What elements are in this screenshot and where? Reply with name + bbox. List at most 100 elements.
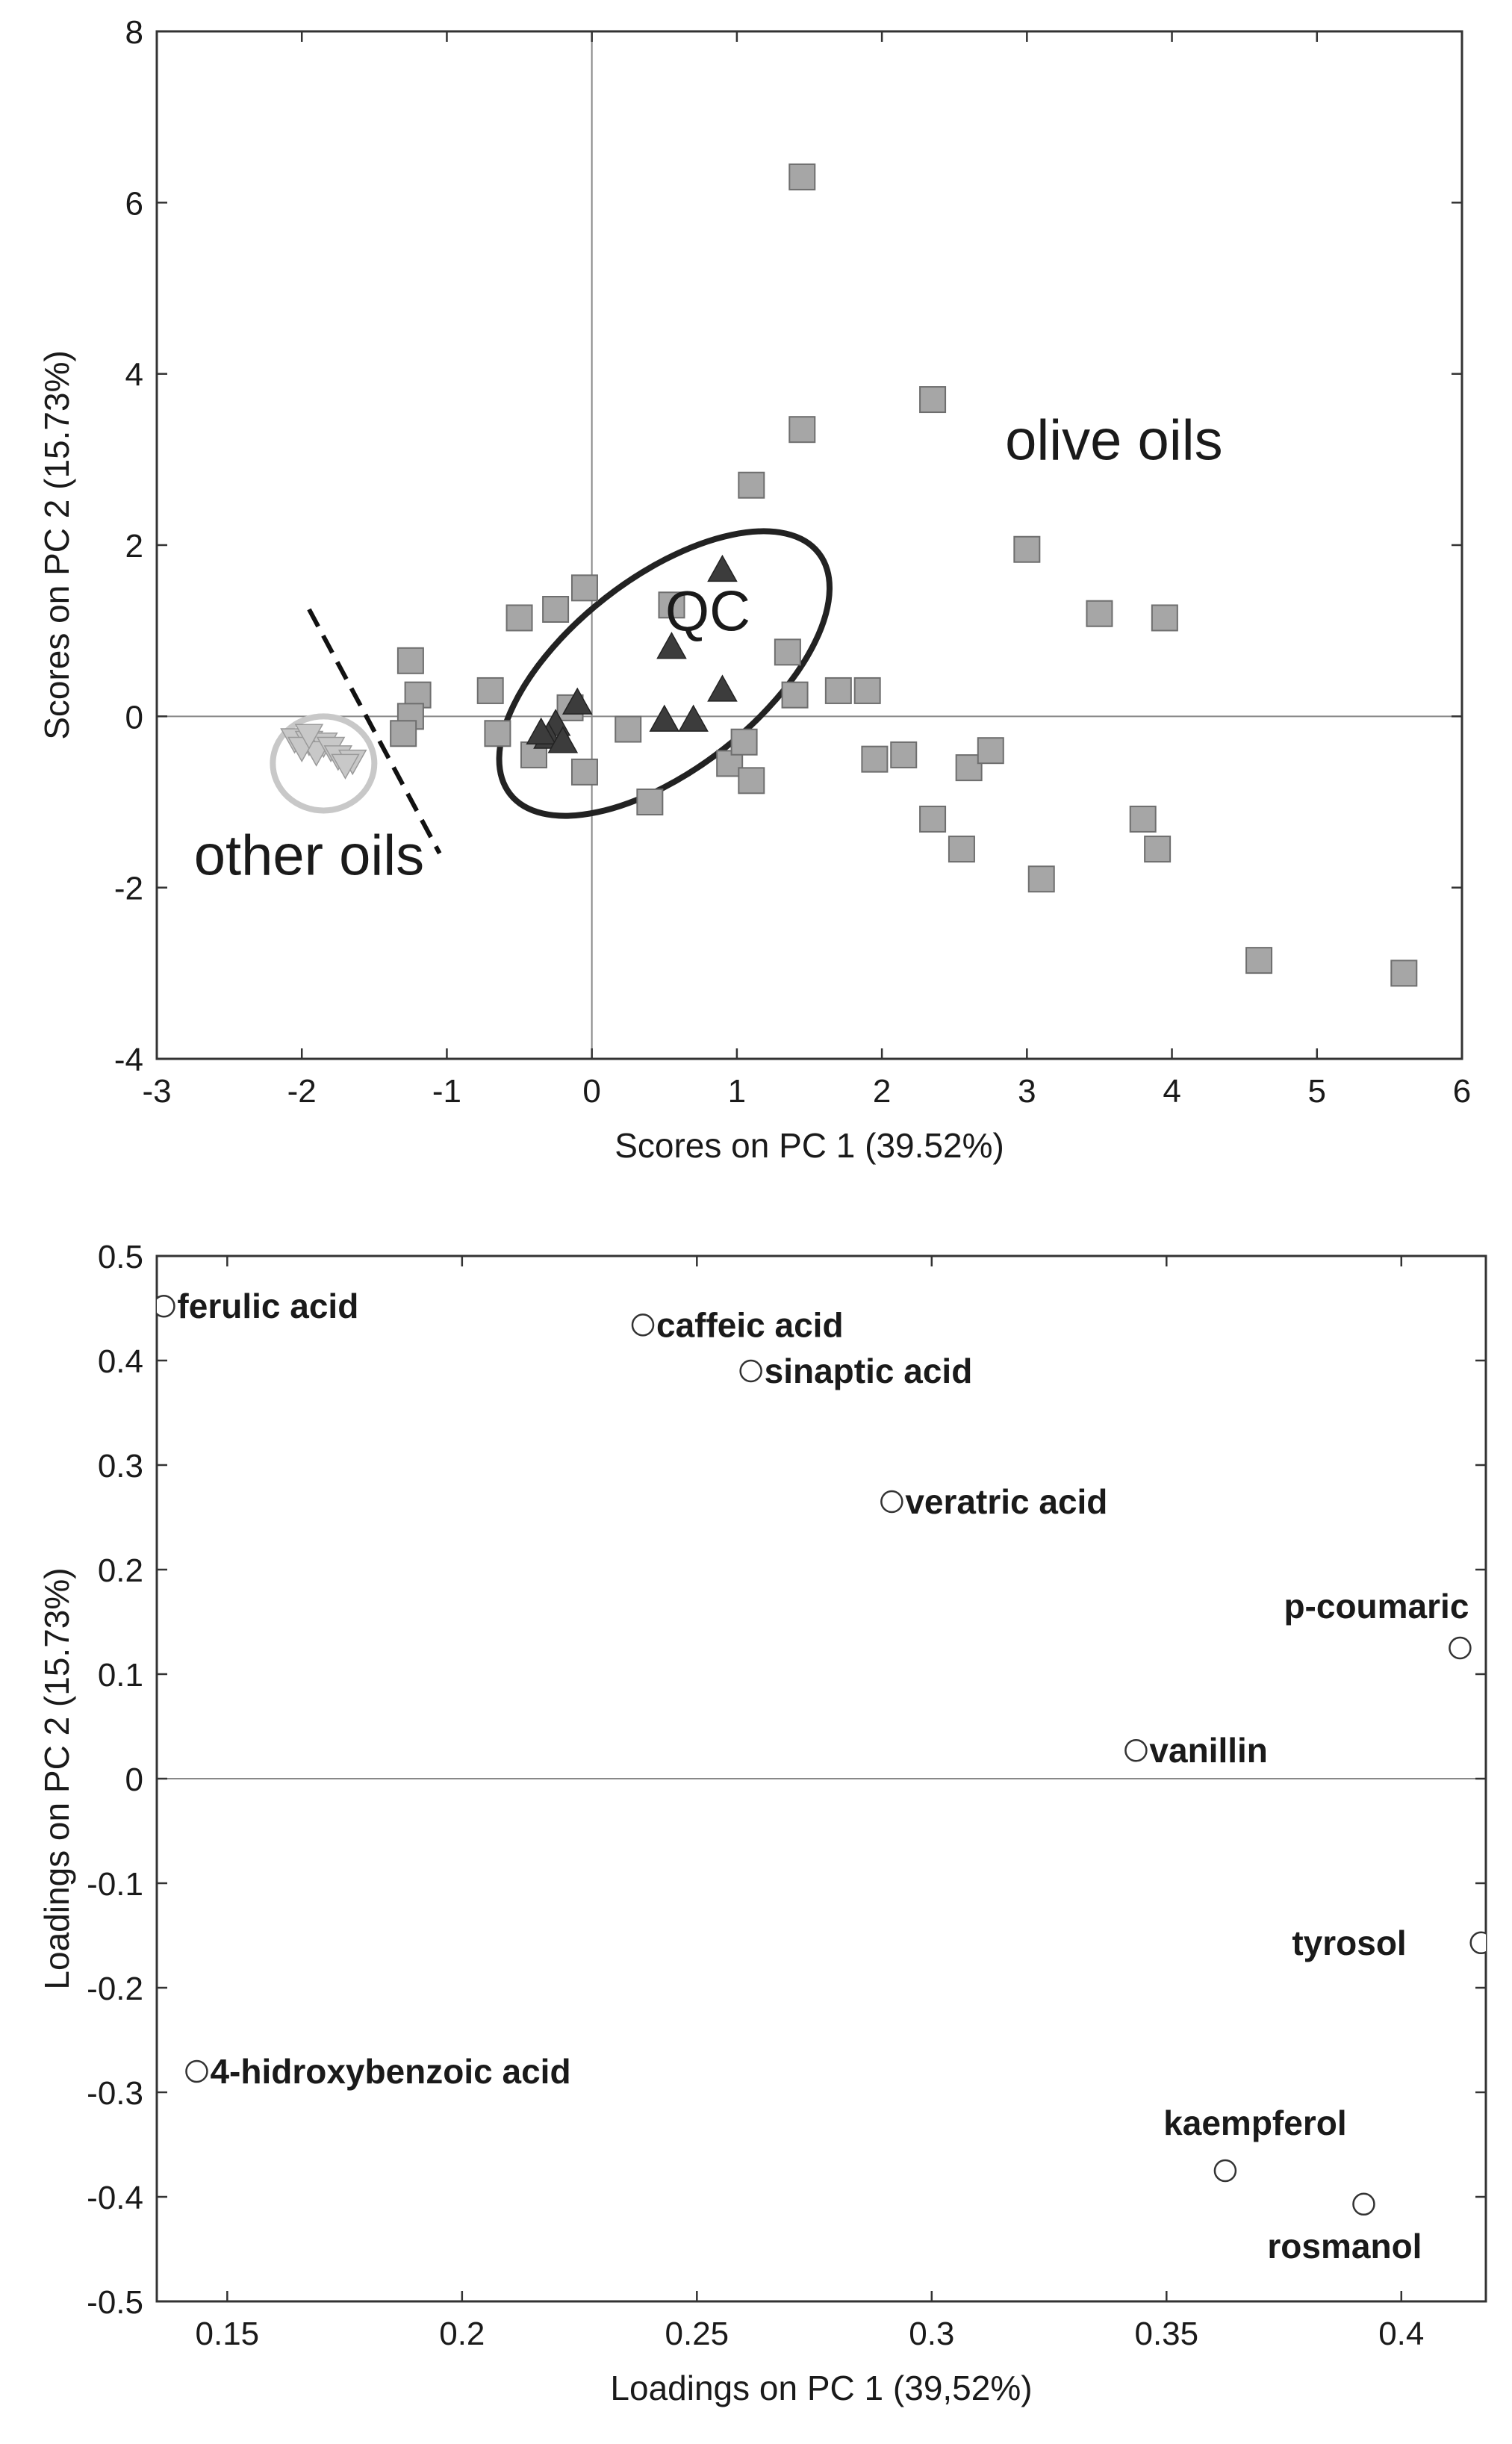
- olive-oils-point: [948, 836, 975, 863]
- scores-x-tick-label: 1: [728, 1073, 746, 1110]
- loadings-y-tick-label: -0.3: [87, 2075, 143, 2112]
- olive-oils-point: [476, 677, 504, 704]
- olive-oils-point: [542, 596, 570, 623]
- loadings-y-tick-label: 0.2: [98, 1552, 143, 1589]
- loadings-x-tick-label: 0.2: [439, 2316, 485, 2352]
- scores-y-tick-label: 4: [125, 357, 143, 394]
- loadings-y-tick-label: -0.2: [87, 1971, 143, 2007]
- qc-point: [526, 717, 556, 745]
- qc-point: [707, 554, 738, 582]
- veratric-acid-point: [880, 1490, 903, 1514]
- olive-oils-point: [1013, 535, 1041, 563]
- qc-point: [656, 632, 687, 659]
- olive-oils-point: [774, 638, 801, 666]
- olive-oils-point: [919, 386, 947, 414]
- qc-point: [561, 687, 593, 715]
- loadings-y-axis-label: Loadings on PC 2 (15.73%): [37, 1567, 76, 1989]
- sinaptic-acid-label: sinaptic acid: [765, 1352, 973, 1390]
- scores-x-tick-label: -2: [287, 1073, 317, 1110]
- scores-y-tick-label: 0: [125, 699, 143, 736]
- olive-oils-point: [505, 604, 533, 632]
- scores-y-tick-label: 2: [125, 528, 143, 565]
- kaempferol-label: kaempferol: [1163, 2103, 1346, 2142]
- tyrosol-label: tyrosol: [1292, 1924, 1406, 1962]
- olive-oils-point: [1144, 836, 1172, 863]
- scores-x-axis-label: Scores on PC 1 (39.52%): [615, 1126, 1004, 1165]
- olive-oils-point: [484, 720, 511, 747]
- olive-oils-point: [615, 715, 642, 743]
- scores-y-tick-label: -2: [114, 871, 143, 907]
- olive-oils-point: [788, 163, 816, 190]
- olive-oils-point: [1027, 865, 1055, 893]
- qc-point: [547, 726, 579, 753]
- loadings-x-tick-label: 0.15: [196, 2316, 260, 2352]
- 4-hidroxybenzoic-acid-label: 4-hidroxybenzoic acid: [210, 2052, 570, 2091]
- olive-oils-point: [890, 741, 918, 768]
- olive-oils-point: [919, 805, 947, 833]
- other-oils-ellipse: [270, 713, 378, 814]
- loadings-x-axis-label: Loadings on PC 1 (39,52%): [610, 2369, 1032, 2407]
- olive-oils-point: [1390, 960, 1418, 987]
- scores-x-tick-label: 0: [582, 1073, 600, 1110]
- other-oils-annotation: other oils: [194, 824, 424, 887]
- olive-oils-point: [570, 758, 598, 786]
- loadings-y-tick-label: 0.3: [98, 1448, 143, 1484]
- olive-oils-point: [738, 767, 765, 795]
- scores-plot: -3 -2 -1 0 1 2 3 4 5 6 -4 -2 0 2 4 6 8 Scores on PC 1 (39…: [37, 14, 1471, 1165]
- olive-oils-point: [853, 677, 881, 704]
- ferulic-acid-label: ferulic acid: [177, 1287, 358, 1325]
- olive-oils-point: [1245, 947, 1273, 974]
- olive-oils-point: [570, 574, 598, 602]
- olive-oils-annotation: olive oils: [1005, 408, 1222, 472]
- vanillin-label: vanillin: [1149, 1731, 1267, 1770]
- loadings-x-tick-label: 0.4: [1378, 2316, 1424, 2352]
- loadings-y-tick-label: 0.1: [98, 1657, 143, 1694]
- olive-oils-point: [781, 681, 809, 709]
- sinaptic-acid-point: [739, 1359, 762, 1383]
- caffeic-acid-point: [631, 1313, 655, 1337]
- qc-point: [678, 704, 709, 732]
- qc-ellipse: [496, 528, 833, 819]
- qc-point: [707, 674, 738, 702]
- loadings-points: [157, 1294, 1486, 2216]
- loadings-y-tick-label: 0: [125, 1762, 143, 1798]
- rosmanol-label: rosmanol: [1267, 2227, 1422, 2266]
- loadings-x-tick-label: 0.35: [1134, 2316, 1198, 2352]
- qc-point: [649, 704, 680, 732]
- vanillin-point: [1124, 1738, 1148, 1762]
- scores-y-tick-label: 6: [125, 185, 143, 222]
- loadings-x-tick-label: 0.3: [909, 2316, 954, 2352]
- scores-y-tick-label: 8: [125, 14, 143, 51]
- kaempferol-point: [1213, 2159, 1237, 2183]
- p-coumaric-point: [1449, 1636, 1472, 1660]
- scores-x-tick-label: -1: [432, 1073, 461, 1110]
- tyrosol-point: [1469, 1931, 1486, 1955]
- loadings-x-tick-label: 0.25: [665, 2316, 729, 2352]
- olive-oils-point: [1151, 604, 1178, 632]
- qc-annotation: QC: [665, 580, 750, 644]
- olive-oils-point: [390, 720, 417, 747]
- scores-x-tick-label: -3: [142, 1073, 171, 1110]
- other-oils-point: [294, 724, 324, 750]
- scores-x-tick-label: 3: [1018, 1073, 1036, 1110]
- olive-oils-point: [824, 677, 852, 704]
- loadings-y-tick-label: -0.1: [87, 1866, 143, 1903]
- loadings-plot: 0.15 0.2 0.25 0.3 0.35 0.4 -0.5 -0.4 -0.3 -0.2 -0.…: [37, 1239, 1487, 2407]
- scores-x-tick-label: 5: [1308, 1073, 1326, 1110]
- caffeic-acid-label: caffeic acid: [656, 1305, 844, 1344]
- olive-oils-point: [861, 745, 889, 773]
- olive-oils-point: [396, 647, 424, 674]
- olive-oils-point: [1129, 805, 1157, 833]
- olive-oils-point: [788, 416, 816, 444]
- rosmanol-point: [1352, 2192, 1375, 2216]
- loadings-y-tick-label: 0.4: [98, 1343, 143, 1380]
- separator-dashed-line: [307, 608, 442, 855]
- olive-oils-point: [1086, 600, 1113, 627]
- scores-x-tick-label: 4: [1163, 1073, 1180, 1110]
- scores-y-axis-label: Scores on PC 2 (15.73%): [37, 350, 76, 740]
- scores-x-tick-label: 6: [1453, 1073, 1471, 1110]
- scores-y-tick-label: -4: [114, 1042, 143, 1078]
- loadings-y-tick-label: 0.5: [98, 1239, 143, 1275]
- 4-hidroxybenzoic-acid-point: [185, 2059, 208, 2083]
- ferulic-acid-point: [157, 1294, 175, 1318]
